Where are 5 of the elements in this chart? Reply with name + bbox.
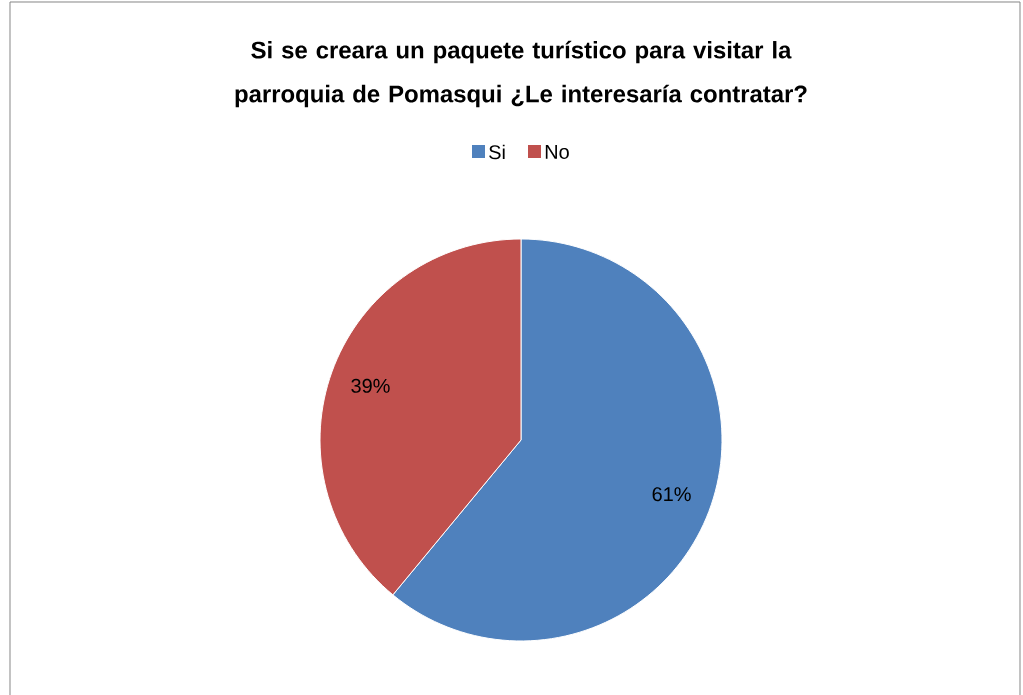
data-label: 39%: [351, 378, 390, 393]
legend-label: Si: [489, 144, 505, 160]
legend-label: No: [545, 145, 569, 159]
chart-title: Si se creara un paquete turístico para visitar la parroquia de Pomasqui ¿Le interesaría contratar?: [235, 40, 807, 108]
data-label: 61%: [652, 487, 691, 502]
